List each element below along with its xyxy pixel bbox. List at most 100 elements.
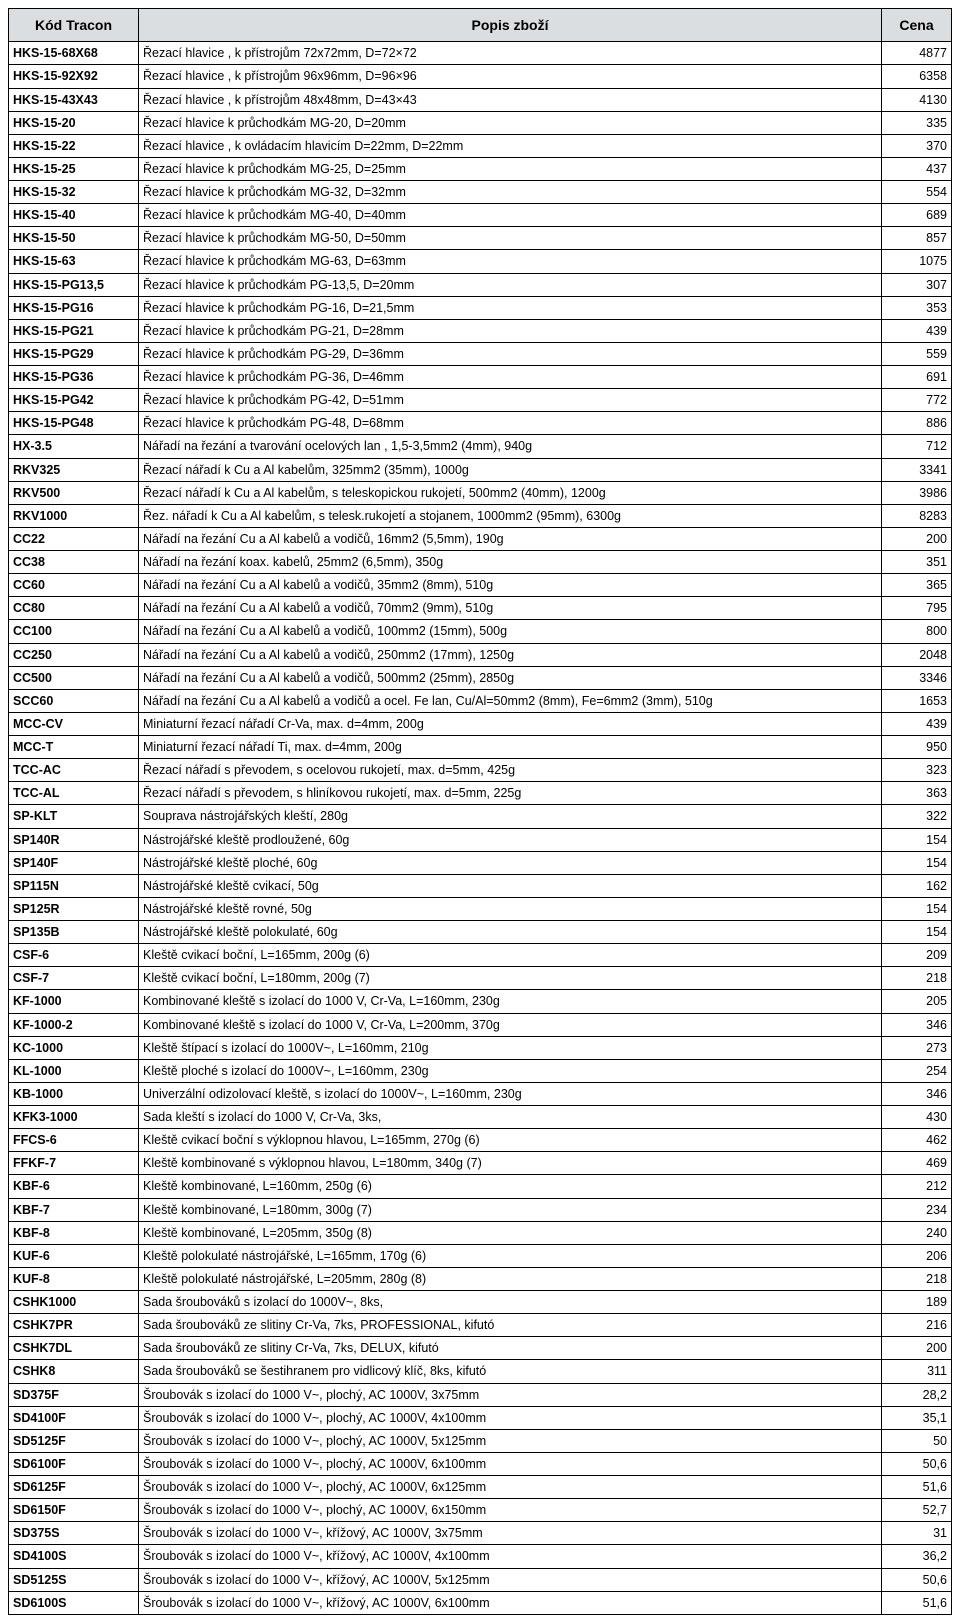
cell-price: 162 bbox=[882, 874, 952, 897]
table-row: CC250Nářadí na řezání Cu a Al kabelů a v… bbox=[9, 643, 952, 666]
cell-code: HKS-15-92X92 bbox=[9, 65, 139, 88]
cell-code: CC80 bbox=[9, 597, 139, 620]
cell-code: TCC-AL bbox=[9, 782, 139, 805]
table-row: HKS-15-PG16Řezací hlavice k průchodkám P… bbox=[9, 296, 952, 319]
cell-desc: Nářadí na řezání Cu a Al kabelů a vodičů… bbox=[139, 597, 882, 620]
cell-price: 50 bbox=[882, 1429, 952, 1452]
cell-desc: Nástrojářské kleště cvikací, 50g bbox=[139, 874, 882, 897]
cell-code: HKS-15-PG29 bbox=[9, 342, 139, 365]
cell-code: HKS-15-PG16 bbox=[9, 296, 139, 319]
table-row: SP140RNástrojářské kleště prodloužené, 6… bbox=[9, 828, 952, 851]
cell-desc: Řezací nářadí k Cu a Al kabelům, s teles… bbox=[139, 481, 882, 504]
cell-price: 8283 bbox=[882, 504, 952, 527]
table-row: KBF-8Kleště kombinované, L=205mm, 350g (… bbox=[9, 1221, 952, 1244]
cell-code: SD5125S bbox=[9, 1568, 139, 1591]
cell-desc: Kleště ploché s izolací do 1000V~, L=160… bbox=[139, 1059, 882, 1082]
cell-desc: Šroubovák s izolací do 1000 V~, plochý, … bbox=[139, 1383, 882, 1406]
cell-code: CC100 bbox=[9, 620, 139, 643]
cell-desc: Řezací hlavice k průchodkám PG-13,5, D=2… bbox=[139, 273, 882, 296]
cell-desc: Řezací hlavice k průchodkám MG-40, D=40m… bbox=[139, 204, 882, 227]
cell-price: 712 bbox=[882, 435, 952, 458]
table-row: KB-1000Univerzální odizolovací kleště, s… bbox=[9, 1082, 952, 1105]
cell-desc: Řezací hlavice , k přístrojům 48x48mm, D… bbox=[139, 88, 882, 111]
cell-desc: Nářadí na řezání Cu a Al kabelů a vodičů… bbox=[139, 666, 882, 689]
cell-price: 1075 bbox=[882, 250, 952, 273]
table-row: MCC-CVMiniaturní řezací nářadí Cr-Va, ma… bbox=[9, 712, 952, 735]
table-row: KF-1000Kombinované kleště s izolací do 1… bbox=[9, 990, 952, 1013]
cell-price: 559 bbox=[882, 342, 952, 365]
cell-desc: Řezací hlavice k průchodkám PG-36, D=46m… bbox=[139, 366, 882, 389]
cell-desc: Nástrojářské kleště ploché, 60g bbox=[139, 851, 882, 874]
table-row: HKS-15-PG48Řezací hlavice k průchodkám P… bbox=[9, 412, 952, 435]
cell-code: HKS-15-PG13,5 bbox=[9, 273, 139, 296]
cell-code: RKV325 bbox=[9, 458, 139, 481]
table-row: RKV1000Řez. nářadí k Cu a Al kabelům, s … bbox=[9, 504, 952, 527]
table-row: HKS-15-PG29Řezací hlavice k průchodkám P… bbox=[9, 342, 952, 365]
table-row: HKS-15-PG21Řezací hlavice k průchodkám P… bbox=[9, 319, 952, 342]
cell-desc: Řezací hlavice , k přístrojům 96x96mm, D… bbox=[139, 65, 882, 88]
cell-price: 857 bbox=[882, 227, 952, 250]
table-row: TCC-ALŘezací nářadí s převodem, s hliník… bbox=[9, 782, 952, 805]
cell-price: 273 bbox=[882, 1036, 952, 1059]
cell-code: CC22 bbox=[9, 527, 139, 550]
table-body: HKS-15-68X68Řezací hlavice , k přístrojů… bbox=[9, 42, 952, 1615]
cell-code: SD6125F bbox=[9, 1476, 139, 1499]
table-row: SP-KLTSouprava nástrojářských kleští, 28… bbox=[9, 805, 952, 828]
cell-price: 212 bbox=[882, 1175, 952, 1198]
cell-price: 950 bbox=[882, 736, 952, 759]
cell-code: TCC-AC bbox=[9, 759, 139, 782]
cell-desc: Šroubovák s izolací do 1000 V~, plochý, … bbox=[139, 1452, 882, 1475]
cell-code: SP125R bbox=[9, 897, 139, 920]
cell-code: HX-3.5 bbox=[9, 435, 139, 458]
cell-code: SD375F bbox=[9, 1383, 139, 1406]
cell-price: 36,2 bbox=[882, 1545, 952, 1568]
cell-desc: Nářadí na řezání Cu a Al kabelů a vodičů… bbox=[139, 527, 882, 550]
cell-desc: Kleště cvikací boční s výklopnou hlavou,… bbox=[139, 1129, 882, 1152]
cell-code: MCC-CV bbox=[9, 712, 139, 735]
cell-price: 218 bbox=[882, 967, 952, 990]
cell-price: 218 bbox=[882, 1267, 952, 1290]
table-row: CC80Nářadí na řezání Cu a Al kabelů a vo… bbox=[9, 597, 952, 620]
table-row: SP125RNástrojářské kleště rovné, 50g154 bbox=[9, 897, 952, 920]
cell-code: SD4100F bbox=[9, 1406, 139, 1429]
cell-price: 353 bbox=[882, 296, 952, 319]
table-row: HKS-15-92X92Řezací hlavice , k přístrojů… bbox=[9, 65, 952, 88]
cell-code: HKS-15-PG48 bbox=[9, 412, 139, 435]
cell-code: SD6100S bbox=[9, 1591, 139, 1614]
cell-code: FFKF-7 bbox=[9, 1152, 139, 1175]
table-row: CSHK8Sada šroubováků se šestihranem pro … bbox=[9, 1360, 952, 1383]
cell-code: SD375S bbox=[9, 1522, 139, 1545]
cell-price: 437 bbox=[882, 157, 952, 180]
cell-price: 240 bbox=[882, 1221, 952, 1244]
col-header-code: Kód Tracon bbox=[9, 9, 139, 42]
cell-price: 189 bbox=[882, 1291, 952, 1314]
table-row: SP115NNástrojářské kleště cvikací, 50g16… bbox=[9, 874, 952, 897]
cell-desc: Kleště cvikací boční, L=180mm, 200g (7) bbox=[139, 967, 882, 990]
cell-desc: Kleště kombinované s výklopnou hlavou, L… bbox=[139, 1152, 882, 1175]
cell-desc: Kleště cvikací boční, L=165mm, 200g (6) bbox=[139, 944, 882, 967]
cell-desc: Šroubovák s izolací do 1000 V~, plochý, … bbox=[139, 1499, 882, 1522]
cell-price: 689 bbox=[882, 204, 952, 227]
cell-price: 4130 bbox=[882, 88, 952, 111]
cell-code: HKS-15-50 bbox=[9, 227, 139, 250]
cell-desc: Kleště polokulaté nástrojářské, L=165mm,… bbox=[139, 1244, 882, 1267]
cell-desc: Nářadí na řezání Cu a Al kabelů a vodičů… bbox=[139, 620, 882, 643]
table-row: SD6150FŠroubovák s izolací do 1000 V~, p… bbox=[9, 1499, 952, 1522]
col-header-price: Cena bbox=[882, 9, 952, 42]
cell-desc: Řezací hlavice k průchodkám PG-29, D=36m… bbox=[139, 342, 882, 365]
cell-code: SD6150F bbox=[9, 1499, 139, 1522]
cell-desc: Kombinované kleště s izolací do 1000 V, … bbox=[139, 1013, 882, 1036]
table-row: CSF-6Kleště cvikací boční, L=165mm, 200g… bbox=[9, 944, 952, 967]
cell-price: 2048 bbox=[882, 643, 952, 666]
cell-price: 206 bbox=[882, 1244, 952, 1267]
cell-desc: Kleště polokulaté nástrojářské, L=205mm,… bbox=[139, 1267, 882, 1290]
cell-code: KFK3-1000 bbox=[9, 1106, 139, 1129]
table-row: CSF-7Kleště cvikací boční, L=180mm, 200g… bbox=[9, 967, 952, 990]
table-row: CSHK7PRSada šroubováků ze slitiny Cr-Va,… bbox=[9, 1314, 952, 1337]
cell-code: KC-1000 bbox=[9, 1036, 139, 1059]
cell-code: HKS-15-40 bbox=[9, 204, 139, 227]
cell-price: 50,6 bbox=[882, 1452, 952, 1475]
cell-price: 51,6 bbox=[882, 1591, 952, 1614]
cell-desc: Šroubovák s izolací do 1000 V~, křížový,… bbox=[139, 1591, 882, 1614]
cell-price: 370 bbox=[882, 134, 952, 157]
